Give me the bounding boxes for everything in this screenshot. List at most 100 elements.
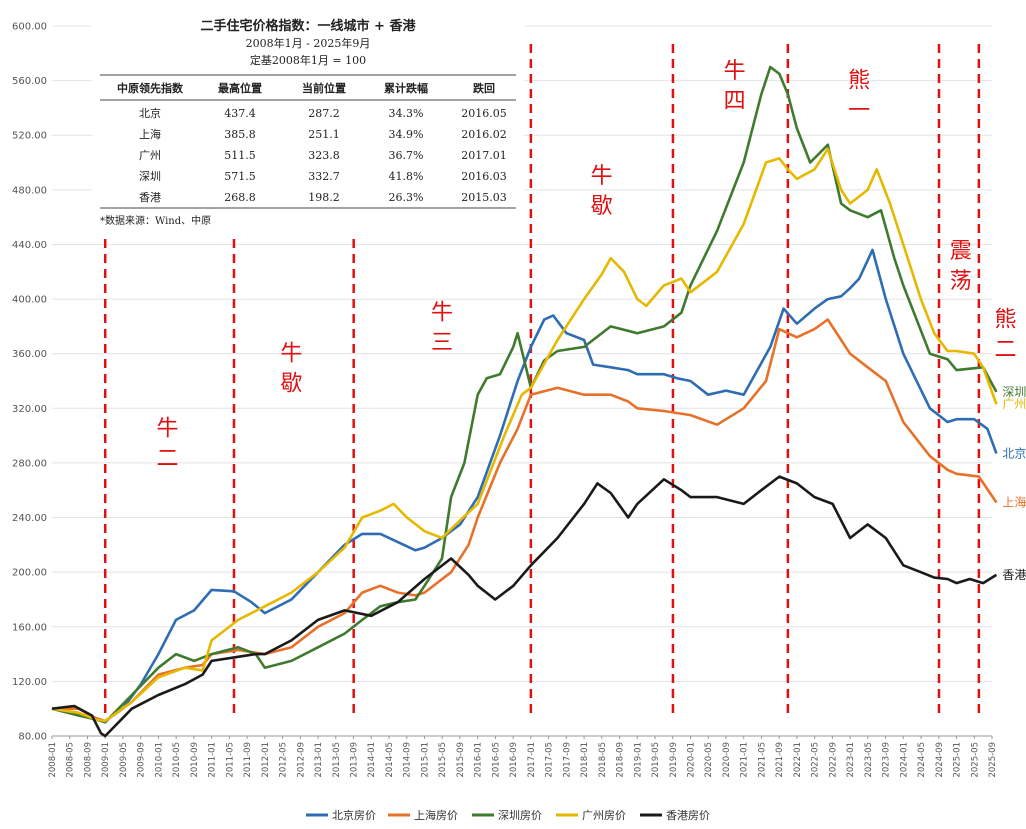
table-cell: 332.7 [308, 170, 340, 183]
phase-label: 牛四 [724, 59, 746, 114]
x-tick-label: 2009-05 [119, 742, 129, 778]
table-background [92, 10, 524, 234]
x-tick-label: 2014-01 [367, 742, 377, 778]
series-end-label: 深圳 [1002, 385, 1026, 399]
series-end-label: 广州 [1002, 397, 1026, 411]
phase-label: 牛歇 [280, 342, 302, 397]
x-tick-label: 2024-05 [917, 742, 927, 778]
series-line [51, 248, 998, 723]
table-cell: 571.5 [224, 170, 256, 183]
x-tick-label: 2011-09 [243, 742, 253, 778]
x-tick-label: 2019-09 [669, 742, 679, 778]
chart-title: 二手住宅价格指数：一线城市 + 香港 [201, 18, 417, 34]
phase-label: 牛歇 [591, 164, 613, 219]
x-tick-label: 2012-01 [261, 742, 271, 778]
y-tick-label: 560.00 [12, 76, 47, 87]
x-tick-label: 2011-05 [225, 742, 235, 778]
x-tick-label: 2013-05 [332, 742, 342, 778]
table-cell: 36.7% [389, 149, 424, 162]
x-tick-label: 2008-01 [48, 742, 58, 778]
table-cell: 香港 [139, 191, 161, 204]
table-cell: 41.8% [389, 170, 424, 183]
legend-label: 香港房价 [666, 809, 710, 822]
x-tick-label: 2014-05 [385, 742, 395, 778]
x-tick-label: 2012-05 [279, 742, 289, 778]
x-tick-label: 2020-05 [704, 742, 714, 778]
x-tick-label: 2015-09 [456, 742, 466, 778]
x-tick-label: 2021-05 [757, 742, 767, 778]
x-tick-label: 2019-05 [651, 742, 661, 778]
x-tick-label: 2011-01 [208, 742, 218, 778]
series-line [51, 65, 998, 724]
x-tick-label: 2014-09 [403, 742, 413, 778]
table-cell: 511.5 [224, 149, 256, 162]
series-end-label: 北京 [1002, 446, 1026, 460]
base-note: 定基2008年1月 = 100 [250, 53, 366, 67]
y-tick-label: 120.00 [12, 677, 47, 688]
x-tick-label: 2015-01 [420, 742, 430, 778]
x-tick-label: 2018-01 [580, 742, 590, 778]
x-tick-label: 2025-09 [988, 742, 998, 778]
x-tick-label: 2022-05 [811, 742, 821, 778]
y-tick-label: 280.00 [12, 458, 47, 469]
series-end-label: 上海 [1002, 495, 1026, 510]
table-cell: 2015.03 [461, 191, 507, 204]
y-tick-label: 480.00 [12, 185, 47, 196]
x-tick-label: 2012-09 [296, 742, 306, 778]
table-cell: 2017.01 [461, 149, 507, 162]
series-line [51, 147, 998, 723]
x-tick-label: 2024-01 [899, 742, 909, 778]
chart-subtitle: 2008年1月 - 2025年9月 [246, 36, 371, 50]
y-tick-label: 240.00 [12, 513, 47, 524]
table-header: 当前位置 [302, 81, 346, 95]
legend-label: 深圳房价 [498, 809, 542, 822]
x-tick-label: 2018-09 [616, 742, 626, 778]
table-header: 中原领先指数 [117, 81, 184, 95]
x-tick-label: 2016-09 [509, 742, 519, 778]
table-header: 最高位置 [218, 81, 262, 95]
x-tick-label: 2013-09 [350, 742, 360, 778]
x-tick-label: 2008-09 [83, 742, 93, 778]
legend-label: 北京房价 [332, 808, 376, 822]
legend-label: 广州房价 [582, 809, 626, 822]
y-tick-label: 400.00 [12, 295, 47, 306]
table-cell: 437.4 [224, 107, 256, 120]
x-tick-label: 2008-05 [66, 742, 76, 778]
x-tick-label: 2010-05 [172, 742, 182, 778]
x-tick-label: 2016-05 [491, 742, 501, 778]
legend: 北京房价 上海房价 深圳房价 广州房价 香港房价 [306, 808, 710, 822]
table-cell: 34.9% [389, 128, 424, 141]
y-tick-label: 200.00 [12, 568, 47, 579]
table-cell: 34.3% [389, 107, 424, 120]
x-tick-label: 2017-01 [527, 742, 537, 778]
x-tick-label: 2023-05 [864, 742, 874, 778]
phase-label: 震荡 [950, 239, 972, 294]
table-cell: 26.3% [389, 191, 424, 204]
y-tick-label: 320.00 [12, 404, 47, 415]
x-tick-label: 2021-09 [775, 742, 785, 778]
y-axis: 80.00 120.00 160.00 200.00 240.00 280.00 320.0… [12, 22, 47, 743]
table-cell: 2016.03 [461, 170, 507, 183]
table-cell: 北京 [139, 106, 161, 120]
x-tick-label: 2013-01 [314, 742, 324, 778]
table-cell: 广州 [139, 149, 161, 162]
summary-table: 二手住宅价格指数：一线城市 + 香港 2008年1月 - 2025年9月 定基2… [92, 10, 524, 234]
x-tick-label: 2023-01 [846, 742, 856, 778]
phase-label: 熊一 [848, 68, 870, 123]
x-tick-label: 2010-09 [190, 742, 200, 778]
y-tick-label: 440.00 [12, 240, 47, 251]
y-tick-label: 80.00 [18, 732, 47, 743]
table-cell: 2016.05 [461, 107, 507, 120]
phase-label: 牛二 [156, 417, 178, 472]
table-cell: 287.2 [308, 107, 340, 120]
x-tick-label: 2023-09 [882, 742, 892, 778]
table-cell: 198.2 [308, 191, 340, 204]
x-tick-label: 2021-01 [740, 742, 750, 778]
x-tick-label: 2017-05 [545, 742, 555, 778]
x-tick-label: 2009-09 [137, 742, 147, 778]
x-tick-label: 2025-01 [953, 742, 963, 778]
x-tick-label: 2009-01 [101, 742, 111, 778]
table-header: 跌回 [473, 81, 495, 95]
x-tick-label: 2020-09 [722, 742, 732, 778]
